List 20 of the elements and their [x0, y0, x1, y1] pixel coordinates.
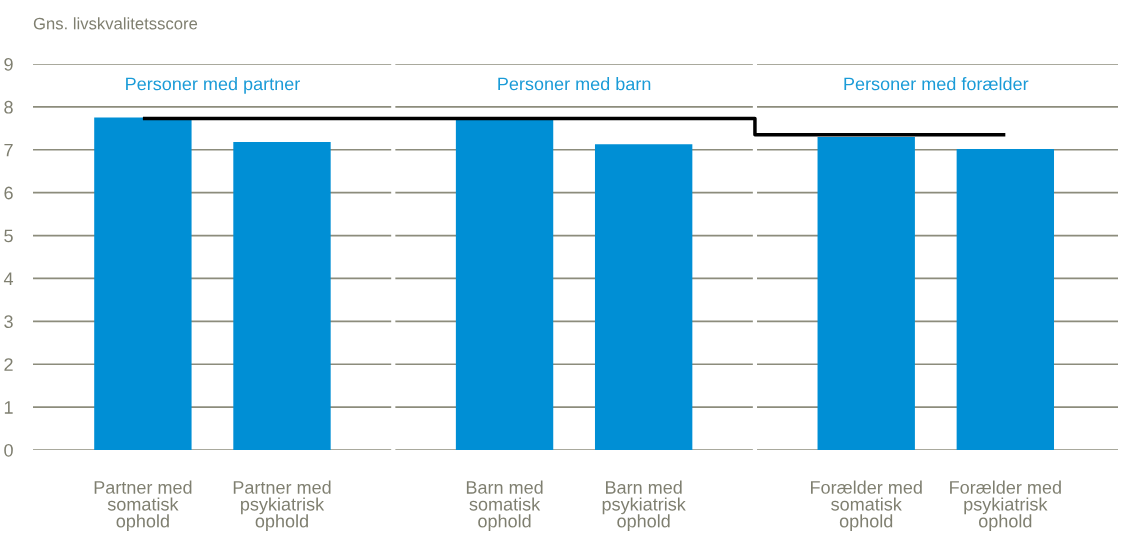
y-tick-label: 2 — [4, 358, 13, 371]
y-tick-label: 9 — [4, 57, 13, 71]
y-tick-label: 8 — [4, 100, 13, 114]
annotation: Personer med forælder — [844, 77, 1029, 91]
x-tick-label: Barn med psykiatrisk ophold — [602, 480, 686, 532]
x-tick-label: Forælder med somatisk ophold — [811, 480, 922, 532]
annotation: Personer med partner — [126, 77, 300, 94]
x-tick-label: Partner med somatisk ophold — [94, 480, 192, 532]
y-tick-label: 0 — [4, 443, 13, 457]
y-tick-label: 3 — [4, 315, 13, 329]
x-tick-label: Partner med psykiatrisk ophold — [233, 480, 331, 532]
y-tick-label: 1 — [4, 401, 13, 414]
y-tick-label: 5 — [4, 229, 13, 243]
y-tick-label: 7 — [4, 143, 13, 157]
x-tick-label: Barn med somatisk ophold — [466, 480, 543, 532]
y-tick-label: 6 — [4, 186, 13, 200]
x-tick-label: Forælder med psykiatrisk ophold — [950, 480, 1061, 532]
y-axis-title: Gns. livskvalitetsscore — [33, 17, 198, 30]
annotation: Personer med barn — [498, 77, 651, 91]
y-tick-label: 4 — [3, 272, 14, 285]
